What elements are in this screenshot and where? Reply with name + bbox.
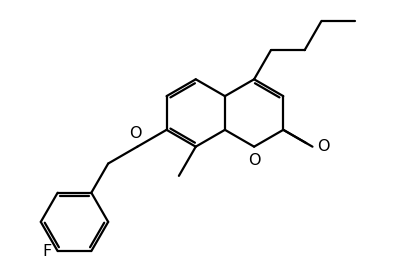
Text: O: O xyxy=(317,139,329,154)
Text: O: O xyxy=(129,126,142,141)
Text: F: F xyxy=(42,244,51,259)
Text: O: O xyxy=(248,153,260,168)
